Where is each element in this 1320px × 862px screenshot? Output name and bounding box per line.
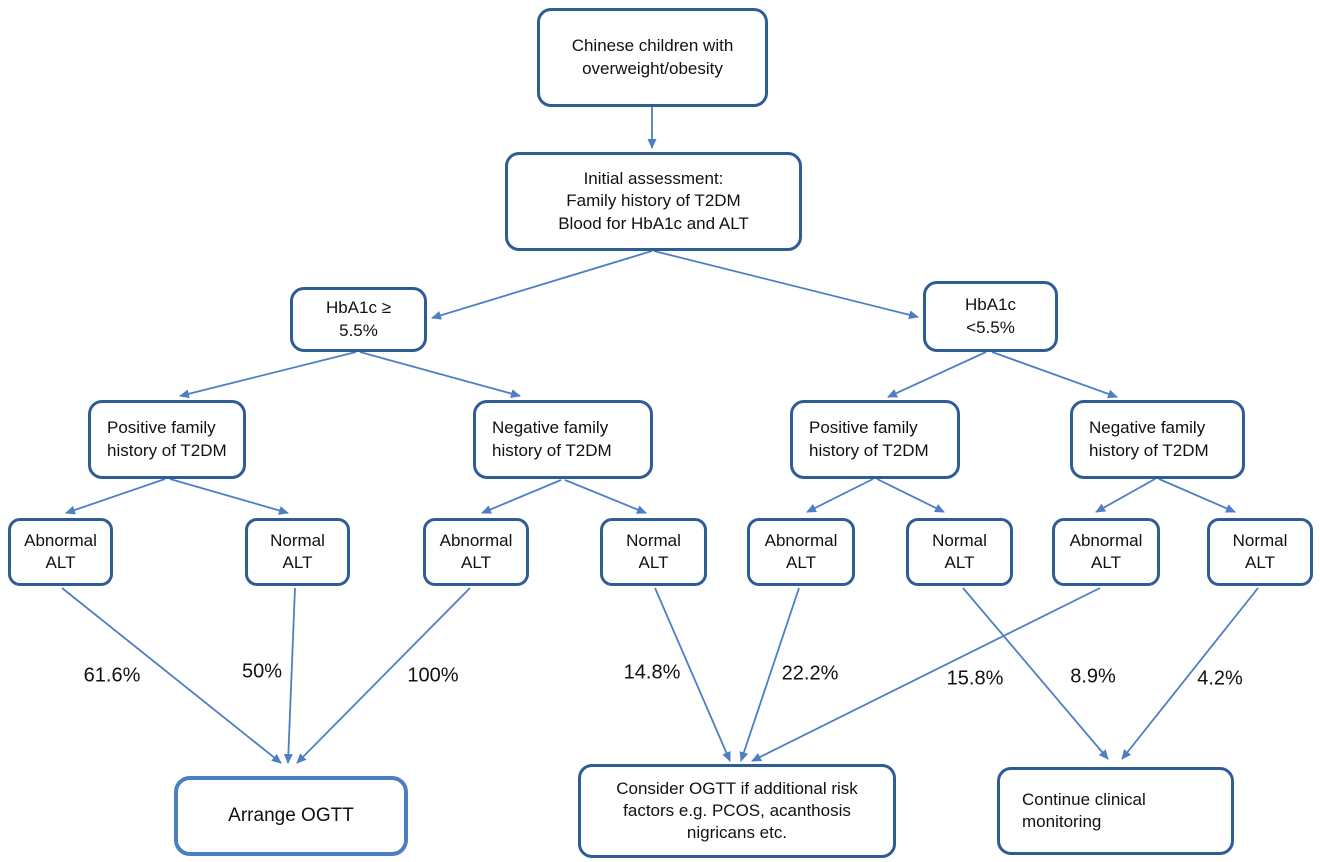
edge-hba1c-low-to-neg-fh [991, 351, 1118, 399]
edge-initial-to-hba1c-high [431, 250, 653, 320]
node-positive-fh-high: Positive family history of T2DM [88, 400, 246, 479]
node-alt4-normal: Normal ALT [600, 518, 707, 586]
node-positive-fh-low: Positive family history of T2DM [790, 400, 960, 479]
pct-label-61-6: 61.6% [83, 664, 141, 687]
edge-posfh-high-to-alt1 [65, 478, 166, 515]
node-alt5-abnormal: Abnormal ALT [747, 518, 855, 586]
node-alt7-abnormal: Abnormal ALT [1052, 518, 1160, 586]
node-alt8-normal: Normal ALT [1207, 518, 1313, 586]
edge-hba1c-high-to-neg-fh [359, 351, 521, 398]
edge-negfh-high-to-alt3 [481, 479, 562, 514]
node-alt6-normal: Normal ALT [906, 518, 1013, 586]
edge-posfh-high-to-alt2 [169, 478, 289, 515]
node-continue-monitoring: Continue clinical monitoring [997, 767, 1234, 855]
edge-alt6-to-monitor [962, 587, 1109, 760]
edge-alt8-to-monitor [1121, 587, 1259, 760]
node-arrange-ogtt: Arrange OGTT [174, 776, 408, 856]
edge-posfh-low-to-alt5 [806, 478, 874, 513]
edge-alt5-to-consider [739, 587, 800, 762]
node-negative-fh-low: Negative family history of T2DM [1070, 400, 1245, 479]
edge-negfh-high-to-alt4 [564, 479, 647, 514]
edge-initial-to-hba1c-low [653, 250, 919, 320]
edge-alt1-to-arrange [61, 587, 282, 764]
edge-posfh-low-to-alt6 [876, 478, 945, 513]
pct-label-22-2: 22.2% [781, 662, 839, 685]
edge-hba1c-high-to-pos-fh [179, 351, 357, 399]
node-initial-assessment: Initial assessment: Family history of T2… [505, 152, 802, 251]
pct-label-4-2: 4.2% [1197, 667, 1243, 690]
node-root: Chinese children with overweight/obesity [537, 8, 768, 107]
edge-alt4-to-consider [654, 587, 731, 762]
node-hba1c-low: HbA1c <5.5% [923, 281, 1058, 352]
edge-negfh-low-to-alt8 [1158, 478, 1236, 513]
pct-label-100: 100% [407, 664, 459, 687]
edge-alt3-to-arrange [296, 587, 471, 764]
pct-label-50: 50% [241, 660, 283, 683]
edge-hba1c-low-to-pos-fh [887, 351, 987, 398]
pct-label-8-9: 8.9% [1070, 665, 1116, 688]
node-hba1c-high: HbA1c ≥ 5.5% [290, 287, 427, 352]
edge-alt2-to-arrange [283, 587, 296, 764]
node-consider-ogtt: Consider OGTT if additional risk factors… [578, 764, 896, 858]
pct-label-14-8: 14.8% [623, 661, 681, 684]
node-negative-fh-high: Negative family history of T2DM [473, 400, 653, 479]
node-alt3-abnormal: Abnormal ALT [423, 518, 529, 586]
node-alt1-abnormal: Abnormal ALT [8, 518, 113, 586]
edge-alt7-to-consider [751, 587, 1101, 762]
node-alt2-normal: Normal ALT [245, 518, 350, 586]
pct-label-15-8: 15.8% [946, 667, 1004, 690]
edge-negfh-low-to-alt7 [1095, 478, 1156, 513]
